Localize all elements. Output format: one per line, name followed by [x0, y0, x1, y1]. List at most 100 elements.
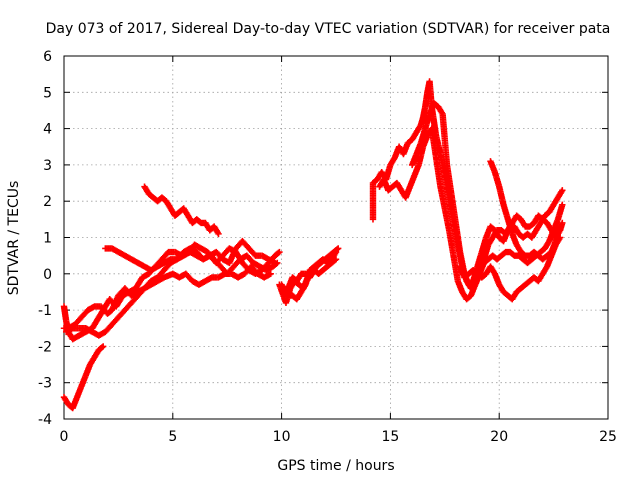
data-point [524, 256, 534, 267]
data-point [324, 256, 334, 267]
data-point [513, 286, 524, 296]
data-point [437, 183, 448, 210]
data-point [496, 183, 507, 207]
data-point [465, 278, 476, 288]
data-point [526, 220, 537, 230]
data-point [432, 154, 444, 189]
data-point [428, 125, 440, 160]
x-tick-label: 0 [60, 429, 69, 445]
data-point [541, 209, 552, 219]
axis-ticks: 0 5 10 15 20 25 -4 -3 -2 -1 0 1 2 3 4 5 6 [38, 49, 617, 445]
x-tick-label: 20 [490, 429, 508, 445]
y-tick-label: -4 [38, 412, 52, 428]
data-point [271, 249, 282, 259]
data-point [445, 227, 457, 258]
data-point [528, 228, 539, 241]
data-point [550, 195, 561, 209]
data-point [439, 110, 451, 167]
data-point [435, 103, 445, 116]
data-point [517, 216, 528, 229]
data-point [559, 219, 566, 227]
data-point [60, 394, 71, 407]
data-point [154, 268, 167, 281]
y-tick-label: 1 [43, 231, 52, 247]
data-point [387, 155, 398, 169]
data-point [500, 288, 511, 298]
data-point [311, 260, 321, 270]
data-point [511, 223, 522, 236]
data-points [60, 78, 566, 412]
data-point [158, 194, 169, 204]
data-point [404, 137, 415, 147]
data-point [539, 216, 550, 226]
data-point [515, 252, 526, 262]
data-point [158, 250, 171, 263]
x-tick-label: 15 [381, 429, 399, 445]
data-point [517, 282, 528, 292]
plot-frame [63, 55, 609, 420]
data-point [513, 241, 524, 254]
data-point [215, 230, 222, 238]
data-point [543, 219, 554, 232]
data-point [528, 253, 539, 263]
data-point [413, 123, 424, 136]
data-point [554, 188, 565, 201]
data-point [128, 293, 141, 307]
data-point [522, 278, 532, 288]
y-tick-label: 6 [43, 49, 52, 65]
data-point [121, 300, 134, 314]
data-point [258, 260, 271, 274]
data-point [556, 223, 564, 230]
data-point [210, 223, 221, 236]
data-point [535, 272, 546, 285]
data-point [509, 290, 519, 303]
data-point [315, 267, 326, 277]
data-point [441, 205, 453, 232]
data-point [332, 248, 340, 256]
data-point [559, 201, 566, 209]
data-point [432, 132, 444, 156]
x-axis-title: GPS time / hours [277, 458, 394, 474]
data-point [271, 259, 279, 267]
data-point [385, 184, 395, 194]
data-point [182, 270, 195, 284]
data-point [267, 270, 274, 277]
data-point [134, 286, 147, 299]
data-point [71, 315, 84, 328]
y-tick-label: 2 [43, 194, 52, 210]
data-point [393, 179, 404, 193]
data-point [559, 187, 566, 194]
y-axis-title: SDTVAR / TECUs [6, 181, 22, 296]
data-point [441, 172, 453, 203]
data-point [102, 322, 114, 336]
data-point [491, 227, 502, 240]
data-point [328, 256, 339, 267]
data-point [319, 264, 330, 274]
y-tick-label: 0 [43, 267, 52, 283]
data-point [461, 271, 471, 281]
data-point [369, 177, 380, 187]
data-point [443, 161, 455, 196]
data-point [86, 355, 97, 368]
data-point [532, 221, 543, 234]
y-tick-label: 4 [43, 122, 52, 138]
y-tick-label: -2 [38, 339, 52, 355]
data-point [469, 266, 480, 277]
data-point [297, 282, 308, 296]
data-point [91, 348, 102, 361]
data-point [245, 245, 258, 258]
data-point [493, 253, 504, 263]
data-point [89, 315, 102, 332]
data-point [496, 281, 506, 294]
data-point [539, 264, 550, 277]
x-tick-label: 25 [599, 429, 617, 445]
data-point [448, 190, 459, 225]
data-point [485, 235, 496, 248]
data-point [546, 203, 556, 216]
data-point [543, 249, 554, 259]
data-point [104, 307, 114, 317]
data-point [408, 130, 419, 143]
data-point [506, 248, 517, 258]
data-point [452, 219, 463, 254]
data-point [539, 253, 550, 263]
